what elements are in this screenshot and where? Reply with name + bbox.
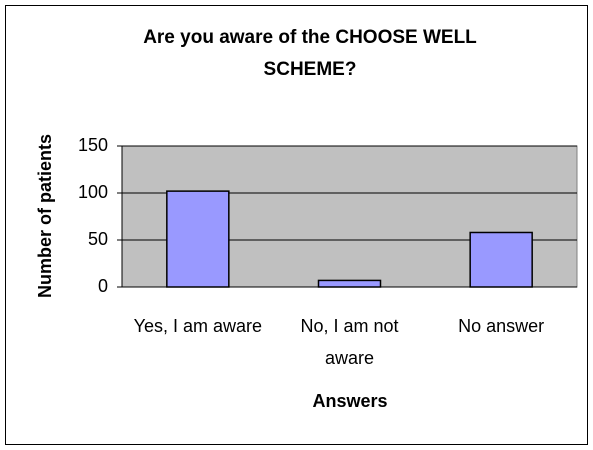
x-axis-label: Answers bbox=[312, 391, 387, 411]
bar bbox=[469, 231, 533, 288]
x-tick-label: Yes, I am aware bbox=[133, 316, 263, 336]
y-tick-label: 100 bbox=[78, 182, 108, 202]
chart-title: Are you aware of the CHOOSE WELL SCHEME? bbox=[143, 27, 477, 80]
y-tick-label: 50 bbox=[88, 229, 108, 249]
x-tick-label: No answer bbox=[458, 316, 545, 336]
y-tick-label: 0 bbox=[98, 276, 108, 296]
y-tick-label: 150 bbox=[78, 135, 108, 155]
bar bbox=[166, 190, 230, 288]
bar bbox=[317, 279, 382, 288]
x-tick-label: No, I am not aware bbox=[300, 316, 399, 368]
y-axis-label: Number of patients bbox=[35, 134, 55, 298]
